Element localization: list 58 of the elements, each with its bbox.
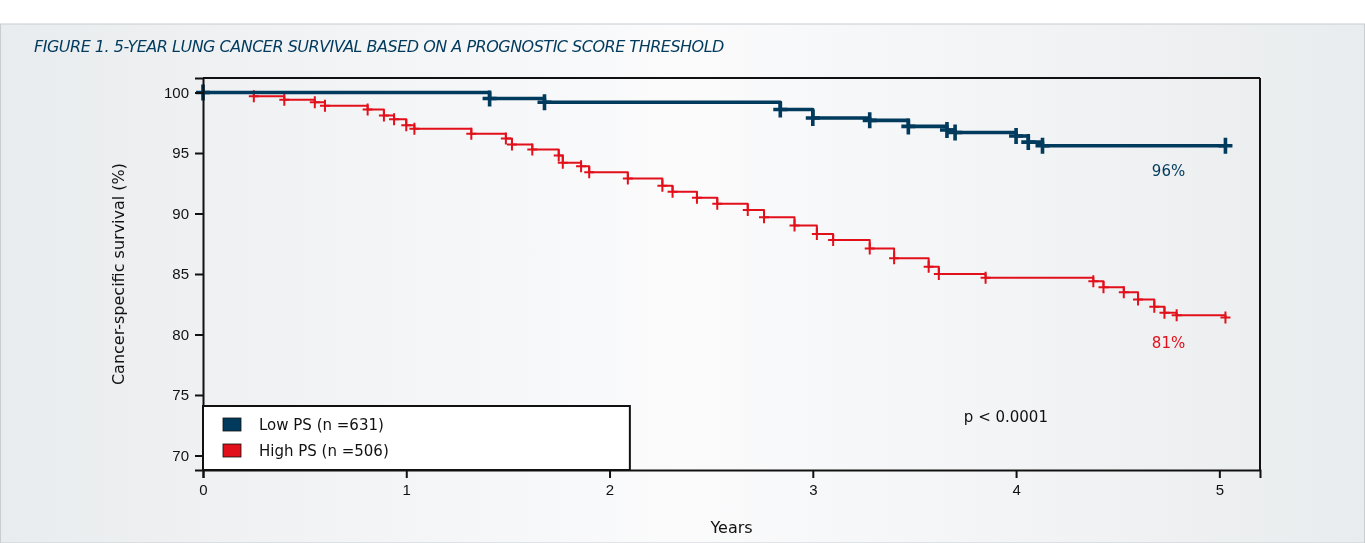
- point: [1158, 305, 1171, 320]
- point: [656, 178, 669, 193]
- annotation: p < 0.0001: [963, 407, 1048, 426]
- point: [377, 108, 390, 123]
- point: [278, 92, 291, 107]
- point: [1170, 308, 1183, 323]
- point: [922, 259, 935, 274]
- point: [247, 89, 260, 104]
- point: [938, 120, 956, 140]
- point: [711, 196, 724, 211]
- legend-label: High PS (n =506): [259, 442, 389, 460]
- y-tick-label: 80: [172, 325, 189, 343]
- point: [318, 98, 331, 113]
- y-tick-label: 85: [172, 265, 189, 283]
- point: [946, 122, 964, 143]
- x-tick-label: 4: [1012, 480, 1021, 498]
- point: [860, 110, 879, 131]
- point: [621, 171, 634, 186]
- x-tick-label: 5: [1215, 480, 1225, 498]
- point: [666, 184, 679, 199]
- annotation: 96%: [1151, 161, 1186, 180]
- point: [888, 251, 901, 266]
- point: [690, 190, 703, 205]
- point: [1219, 310, 1232, 325]
- point: [1033, 135, 1052, 156]
- x-axis-title: Years: [709, 518, 753, 537]
- point: [1087, 274, 1100, 289]
- point: [1148, 299, 1161, 314]
- y-tick-label: 70: [172, 446, 189, 464]
- y-tick-label: 100: [163, 83, 189, 101]
- x-tick-label: 2: [605, 480, 615, 498]
- point: [1097, 280, 1110, 295]
- point: [979, 270, 992, 285]
- point: [526, 142, 539, 157]
- point: [1132, 292, 1145, 307]
- y-tick-label: 95: [172, 144, 189, 162]
- point: [804, 108, 822, 128]
- chart-title: FIGURE 1. 5-YEAR LUNG CANCER SURVIVAL BASED ON A PROGNOSTIC SCORE THRESHOLD: [34, 37, 725, 56]
- annotation: 81%: [1151, 333, 1186, 352]
- point: [899, 116, 918, 137]
- point: [1117, 285, 1130, 300]
- point: [788, 218, 801, 233]
- point: [361, 102, 374, 117]
- y-tick-label: 90: [172, 204, 189, 222]
- point: [480, 88, 499, 109]
- point: [388, 112, 401, 127]
- point: [535, 92, 554, 112]
- point: [465, 126, 478, 141]
- point: [1216, 135, 1235, 156]
- x-tick-label: 0: [199, 480, 208, 498]
- y-tick-label: 75: [172, 386, 189, 404]
- y-axis-title: Cancer-specific survival (%): [109, 162, 128, 386]
- x-tick-label: 3: [809, 480, 818, 498]
- point: [863, 241, 876, 256]
- point: [308, 95, 321, 110]
- legend-label: Low PS (n =631): [259, 416, 384, 434]
- point: [771, 99, 790, 120]
- x-tick-label: 1: [402, 480, 411, 498]
